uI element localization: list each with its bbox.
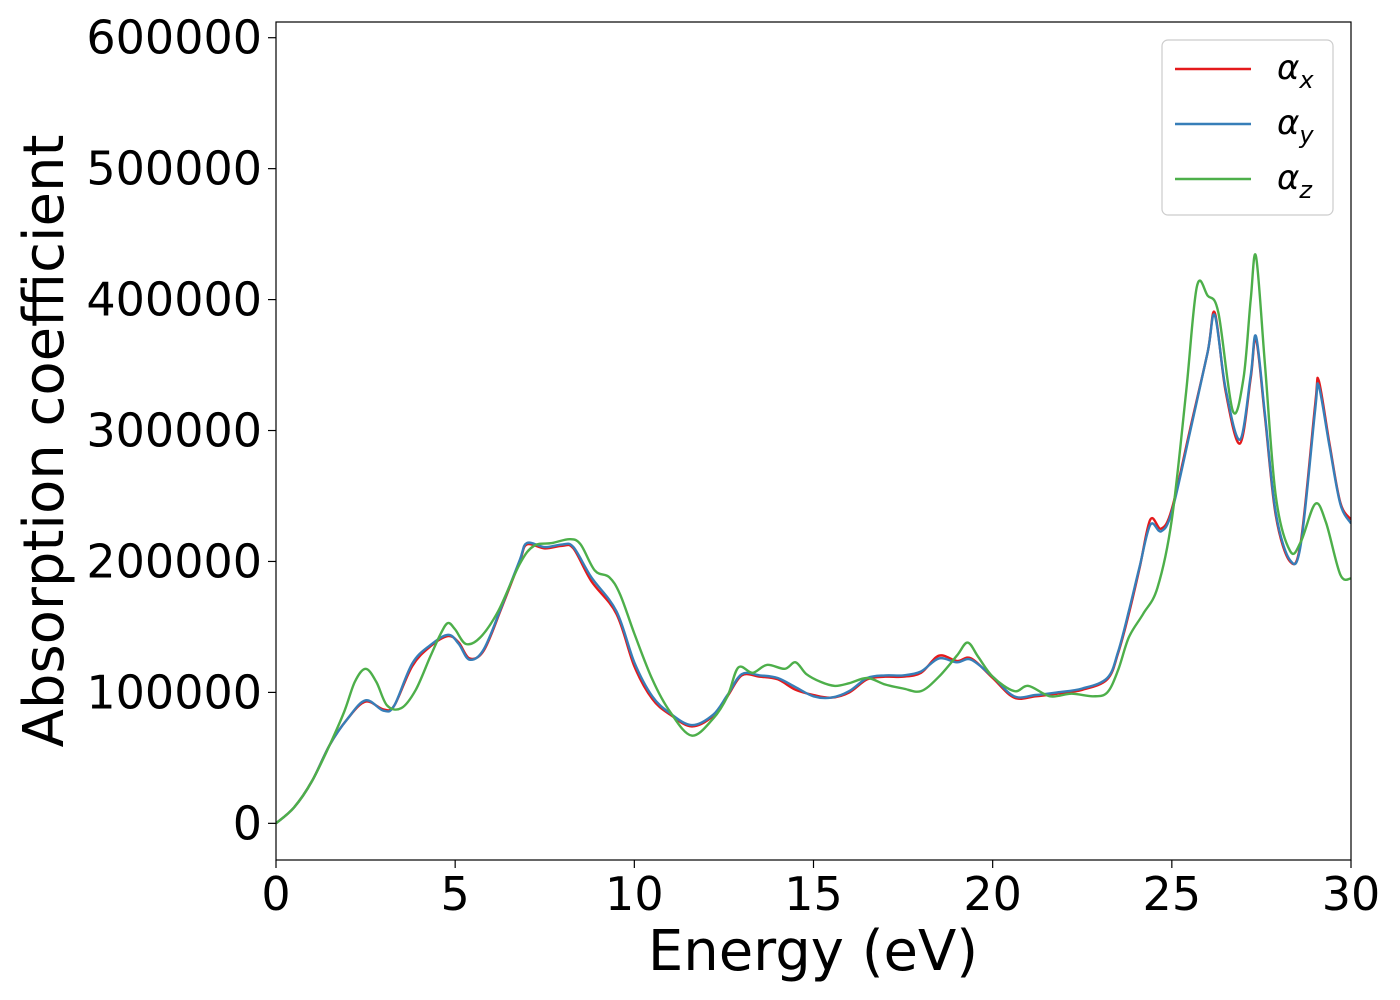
legend-symbol: α bbox=[1277, 103, 1299, 143]
x-tick-label: 20 bbox=[963, 867, 1022, 921]
legend-label-alpha-x: αx bbox=[1277, 48, 1314, 94]
y-tick-label: 500000 bbox=[86, 142, 262, 196]
x-tick-label: 25 bbox=[1143, 867, 1202, 921]
x-tick-label: 10 bbox=[605, 867, 664, 921]
x-tick-label: 15 bbox=[784, 867, 843, 921]
y-axis-ticks: 0 100000 200000 300000 400000 500000 600000 bbox=[86, 11, 276, 850]
x-axis-label: Energy (eV) bbox=[648, 919, 978, 984]
y-tick-label: 100000 bbox=[86, 665, 262, 719]
legend-symbol: α bbox=[1277, 48, 1299, 88]
legend-subscript: y bbox=[1298, 121, 1314, 149]
series-line-alpha-x bbox=[276, 310, 1351, 825]
legend-subscript: z bbox=[1298, 176, 1313, 204]
legend-symbol: α bbox=[1277, 158, 1299, 198]
y-tick-label: 0 bbox=[233, 796, 262, 850]
legend-subscript: x bbox=[1298, 66, 1314, 94]
y-tick-label: 300000 bbox=[86, 404, 262, 458]
y-tick-label: 600000 bbox=[86, 11, 262, 65]
series-line-alpha-y bbox=[276, 313, 1351, 825]
legend-label-alpha-y: αy bbox=[1277, 103, 1314, 149]
x-tick-label: 5 bbox=[441, 867, 470, 921]
y-tick-label: 400000 bbox=[86, 273, 262, 327]
x-tick-label: 0 bbox=[261, 867, 290, 921]
x-axis-ticks: 0 5 10 15 20 25 30 bbox=[261, 860, 1380, 921]
legend-box bbox=[1161, 39, 1334, 216]
y-axis-label: Absorption coefficient bbox=[12, 135, 77, 748]
legend-label-alpha-z: αz bbox=[1277, 158, 1313, 204]
series-line-alpha-z bbox=[276, 253, 1351, 825]
y-tick-label: 200000 bbox=[86, 534, 262, 588]
x-tick-label: 30 bbox=[1322, 867, 1381, 921]
plot-lines bbox=[276, 253, 1351, 825]
